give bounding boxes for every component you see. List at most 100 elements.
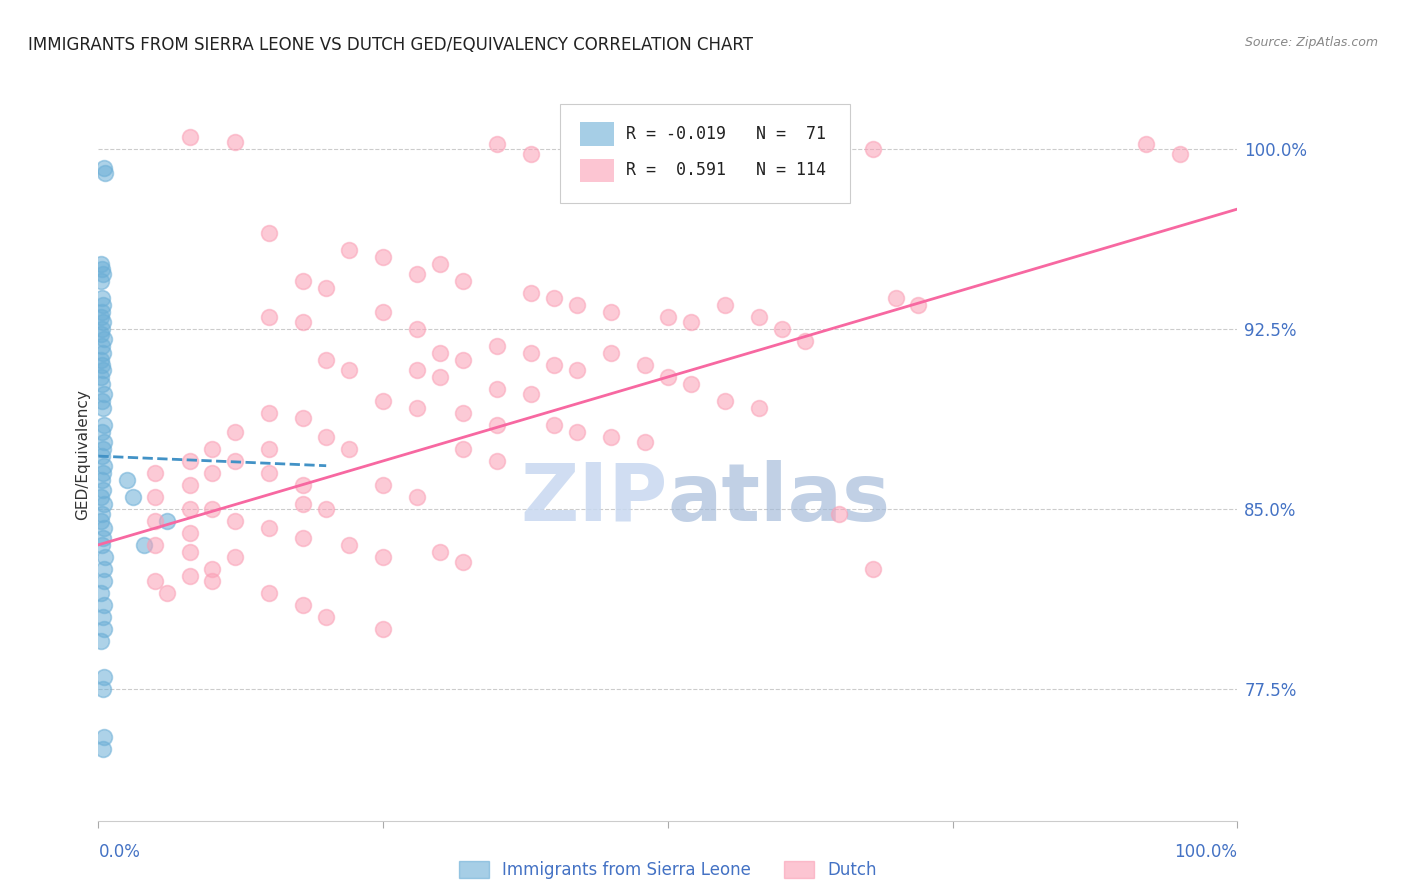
Point: [90, 586, 112, 600]
Point: [91, 466, 114, 480]
Point: [179, 569, 201, 583]
Point: [90, 339, 112, 353]
Point: [259, 406, 281, 420]
Point: [224, 549, 246, 564]
Point: [429, 257, 451, 271]
Point: [451, 442, 474, 456]
Text: Source: ZipAtlas.com: Source: ZipAtlas.com: [1244, 36, 1378, 49]
Point: [90, 322, 112, 336]
Point: [486, 454, 509, 468]
Point: [224, 514, 246, 528]
Point: [565, 425, 588, 439]
Point: [373, 305, 395, 319]
Point: [201, 501, 224, 516]
Point: [486, 382, 509, 396]
Point: [406, 401, 429, 416]
Point: [91, 442, 114, 456]
Point: [201, 562, 224, 576]
Point: [156, 586, 179, 600]
Point: [292, 497, 315, 511]
Point: [90, 514, 112, 528]
Point: [748, 401, 770, 416]
Point: [884, 291, 907, 305]
Point: [93, 598, 115, 612]
Point: [91, 401, 114, 416]
Point: [828, 140, 851, 154]
Point: [634, 358, 657, 372]
Point: [94, 166, 117, 180]
Point: [565, 363, 588, 377]
Point: [93, 562, 115, 576]
Point: [406, 267, 429, 281]
Point: [337, 442, 360, 456]
Point: [543, 358, 565, 372]
Point: [121, 490, 143, 504]
Point: [91, 609, 114, 624]
Point: [315, 353, 337, 368]
FancyBboxPatch shape: [560, 103, 851, 202]
Point: [90, 274, 112, 288]
Point: [93, 434, 115, 449]
Text: ZIP: ZIP: [520, 459, 668, 538]
Point: [373, 394, 395, 409]
Point: [292, 598, 315, 612]
Point: [90, 394, 112, 409]
Point: [259, 466, 281, 480]
Point: [91, 315, 114, 329]
Point: [520, 286, 543, 301]
Point: [145, 538, 167, 552]
Point: [224, 454, 246, 468]
Text: R = -0.019   N =  71: R = -0.019 N = 71: [626, 125, 825, 143]
Point: [1170, 147, 1192, 161]
Point: [90, 262, 112, 277]
Point: [600, 346, 623, 360]
Point: [90, 310, 112, 324]
Point: [451, 274, 474, 288]
Point: [600, 305, 623, 319]
Point: [90, 370, 112, 384]
Point: [93, 161, 115, 176]
Point: [292, 315, 315, 329]
Point: [145, 574, 167, 588]
Point: [91, 346, 114, 360]
Point: [224, 425, 246, 439]
Point: [315, 501, 337, 516]
Point: [259, 310, 281, 324]
Point: [145, 490, 167, 504]
Point: [93, 386, 115, 401]
Point: [315, 430, 337, 444]
Point: [91, 267, 114, 281]
Point: [93, 730, 115, 744]
Point: [520, 147, 543, 161]
Point: [520, 386, 543, 401]
Point: [486, 137, 509, 152]
Point: [145, 466, 167, 480]
Point: [224, 135, 246, 149]
Point: [862, 562, 884, 576]
Point: [90, 358, 112, 372]
Point: [406, 363, 429, 377]
Point: [90, 473, 112, 487]
Point: [565, 298, 588, 312]
Point: [373, 549, 395, 564]
Point: [259, 521, 281, 535]
Point: [292, 410, 315, 425]
Point: [315, 609, 337, 624]
Point: [292, 274, 315, 288]
Point: [600, 430, 623, 444]
Point: [91, 741, 114, 756]
Point: [90, 326, 112, 341]
Point: [337, 363, 360, 377]
Point: [91, 483, 114, 497]
Point: [429, 346, 451, 360]
Point: [179, 478, 201, 492]
Point: [93, 622, 115, 636]
Point: [94, 549, 117, 564]
Point: [201, 574, 224, 588]
Point: [451, 555, 474, 569]
Point: [1135, 137, 1157, 152]
Point: [90, 291, 112, 305]
Text: R =  0.591   N = 114: R = 0.591 N = 114: [626, 161, 825, 179]
Point: [634, 434, 657, 449]
Point: [156, 514, 179, 528]
